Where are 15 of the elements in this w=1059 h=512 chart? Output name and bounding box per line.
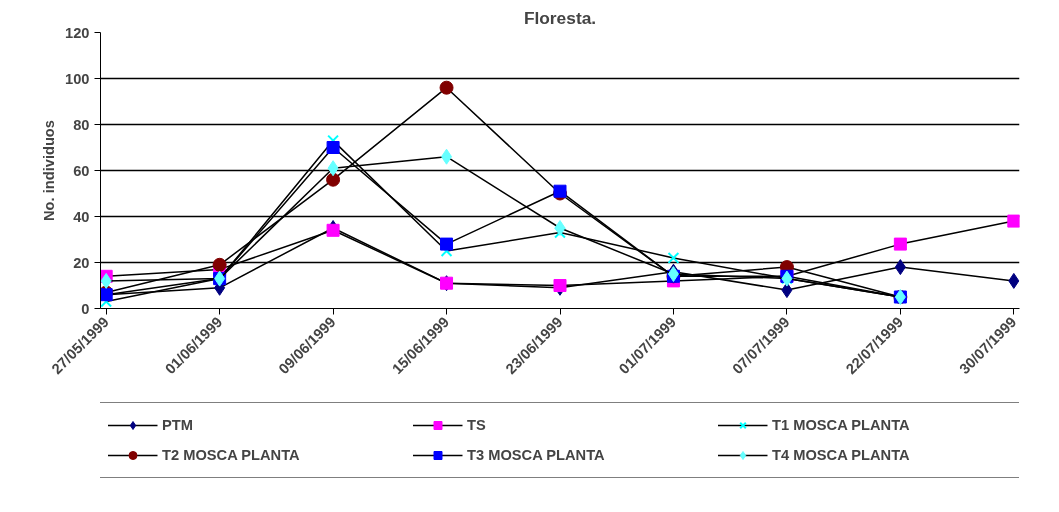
- legend-label: T2 MOSCA PLANTA: [162, 447, 301, 463]
- y-tick-label: 20: [73, 254, 90, 271]
- y-tick-label: 100: [65, 70, 90, 87]
- y-tick-label: 120: [65, 24, 90, 41]
- y-tick-label: 80: [73, 116, 90, 133]
- y-tick-label: 60: [73, 162, 90, 179]
- y-tick-label: 0: [81, 300, 90, 317]
- legend-label: T3 MOSCA PLANTA: [467, 447, 606, 463]
- y-axis-title: No. individuos: [41, 120, 58, 221]
- legend-label: T1 MOSCA PLANTA: [772, 417, 911, 433]
- chart-title: Floresta.: [523, 7, 597, 28]
- legend-label: T4 MOSCA PLANTA: [772, 447, 911, 463]
- legend-label: PTM: [162, 417, 194, 433]
- legend-label: TS: [467, 417, 487, 433]
- y-tick-label: 40: [73, 208, 90, 225]
